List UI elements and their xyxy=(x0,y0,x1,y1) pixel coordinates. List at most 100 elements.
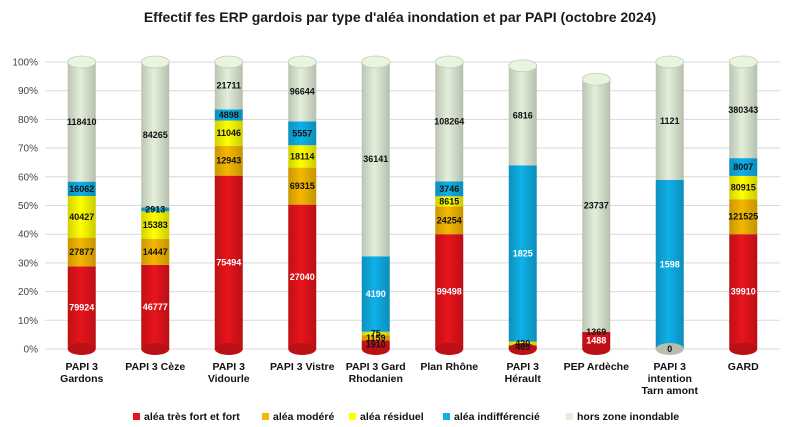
bar-base xyxy=(214,343,243,355)
bar-segment xyxy=(729,158,758,176)
bar-segment xyxy=(214,109,243,121)
legend-label: aléa résiduel xyxy=(360,411,424,423)
data-label: 23737 xyxy=(584,201,609,211)
data-label: 24254 xyxy=(437,215,462,225)
legend-swatch xyxy=(566,413,573,420)
bar-segment xyxy=(141,62,170,208)
bar-segment xyxy=(67,237,96,267)
bar-column xyxy=(214,55,244,355)
category-label: PEP Ardèche xyxy=(564,361,630,373)
data-label: 3746 xyxy=(439,184,459,194)
bar-base xyxy=(288,343,317,355)
data-label: 0 xyxy=(667,344,672,354)
bar-segment xyxy=(288,167,317,205)
bar-base xyxy=(67,343,96,355)
category-label: Plan Rhône xyxy=(420,361,478,373)
bar-base xyxy=(582,343,611,355)
data-label: 4190 xyxy=(366,289,386,299)
bar-segment xyxy=(655,179,684,349)
bar-segment xyxy=(288,145,317,168)
data-label: 69315 xyxy=(290,181,315,191)
data-label: 46777 xyxy=(143,302,168,312)
data-label: 15383 xyxy=(143,220,168,230)
category-label: PAPI 3 xyxy=(213,361,246,373)
category-label: GARD xyxy=(728,361,759,373)
bar-cap xyxy=(67,55,97,69)
bar-segment xyxy=(729,199,758,235)
data-label: 108264 xyxy=(434,117,464,127)
legend-item: hors zone inondable xyxy=(566,411,679,423)
category-label: Rhodanien xyxy=(349,373,403,385)
category-label: intention xyxy=(648,373,692,385)
bar-segment xyxy=(508,65,537,166)
bar-segment xyxy=(361,256,390,332)
bar-cap xyxy=(728,55,758,69)
category-label: PAPI 3 xyxy=(654,361,687,373)
bar-base xyxy=(361,343,390,355)
data-label: 1488 xyxy=(586,335,606,345)
y-tick-label: 0% xyxy=(24,345,39,356)
category-label: PAPI 3 xyxy=(507,361,540,373)
bar-segment xyxy=(729,62,758,159)
bar-base xyxy=(508,343,537,355)
bar-column xyxy=(581,72,611,355)
legend-item: aléa résiduel xyxy=(349,411,424,423)
legend-label: aléa modéré xyxy=(273,411,334,423)
bar-segment xyxy=(582,79,611,332)
bar-segment xyxy=(141,264,170,349)
data-label: 96644 xyxy=(290,87,315,97)
data-label: 420 xyxy=(515,338,530,348)
bar-segment xyxy=(361,62,390,257)
y-tick-label: 70% xyxy=(18,144,38,155)
bar-column xyxy=(655,55,685,355)
bar-segment xyxy=(435,196,464,207)
bar-segment xyxy=(435,181,464,197)
legend-label: aléa très fort et fort xyxy=(144,411,240,423)
data-label: 21711 xyxy=(216,81,241,91)
y-tick-label: 100% xyxy=(12,58,38,69)
data-label: 8615 xyxy=(439,196,459,206)
bar-column xyxy=(434,55,464,355)
data-label: 11046 xyxy=(216,128,241,138)
bar-segment xyxy=(214,62,243,110)
bar-segment xyxy=(214,145,243,176)
data-label: 99498 xyxy=(437,287,462,297)
bar-cap xyxy=(140,55,170,69)
data-label: 79924 xyxy=(69,303,94,313)
data-label: 6816 xyxy=(513,111,533,121)
data-label: 16062 xyxy=(69,184,94,194)
y-axis: 0% 10% 20% 30% 40% 50% 60% 70% 80% 90% 100% xyxy=(12,58,38,356)
bar-cap xyxy=(581,72,611,86)
legend-item: aléa modéré xyxy=(262,411,334,423)
y-tick-label: 20% xyxy=(18,287,38,298)
data-label: 75494 xyxy=(216,257,241,267)
bar-segment xyxy=(67,196,96,238)
category-label: Hérault xyxy=(505,373,542,385)
y-tick-label: 60% xyxy=(18,172,38,183)
data-label: 380343 xyxy=(728,105,758,115)
data-label: 84265 xyxy=(143,130,168,140)
data-label: 36141 xyxy=(363,154,388,164)
bar-segment xyxy=(729,175,758,200)
data-label: 118410 xyxy=(67,117,97,127)
bar-segment xyxy=(67,181,96,197)
y-tick-label: 10% xyxy=(18,316,38,327)
data-label: 40427 xyxy=(69,212,94,222)
bar-column xyxy=(728,55,758,355)
legend-label: aléa indifférencié xyxy=(454,411,540,423)
bar-cap xyxy=(434,55,464,69)
y-tick-label: 80% xyxy=(18,115,38,126)
bar-segment xyxy=(141,207,170,212)
data-label: 8007 xyxy=(733,162,753,172)
legend-swatch xyxy=(349,413,356,420)
bar-segment xyxy=(435,206,464,235)
data-label: 4898 xyxy=(219,110,239,120)
data-label: 75 xyxy=(371,329,381,339)
bar-cap xyxy=(287,55,317,69)
bar-segment xyxy=(361,331,390,336)
data-label: 1598 xyxy=(660,259,680,269)
bar-segment xyxy=(67,266,96,349)
bar-cap xyxy=(508,59,538,73)
bar-segment xyxy=(288,62,317,122)
bar-segment xyxy=(214,120,243,146)
